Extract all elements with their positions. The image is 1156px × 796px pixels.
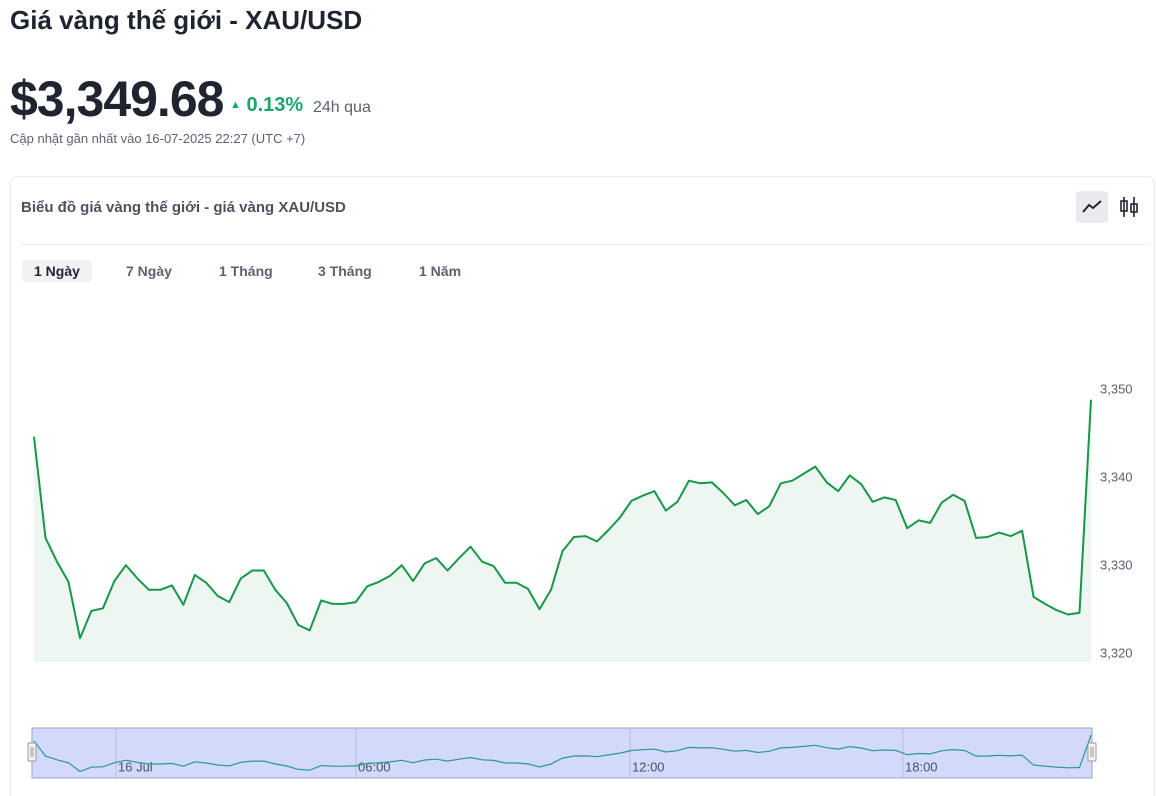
period: 24h qua	[313, 99, 371, 116]
line-mode-button[interactable]	[1076, 191, 1108, 223]
change: ▲ 0.13%	[230, 94, 304, 116]
range-tab[interactable]: 7 Ngày	[126, 263, 172, 279]
page-title: Giá vàng thế giới - XAU/USD	[10, 5, 363, 35]
divider	[20, 244, 1150, 245]
price: $3,349.68	[10, 71, 224, 127]
change-value: 0.13%	[246, 94, 304, 116]
card-title: Biểu đồ giá vàng thế giới - giá vàng XAU…	[21, 199, 346, 216]
updated: Cập nhật gần nhất vào 16-07-2025 22:27 (…	[10, 131, 306, 146]
card	[10, 176, 1155, 796]
range-tab[interactable]: 1 Tháng	[219, 263, 273, 279]
range-tab[interactable]: 1 Năm	[419, 263, 462, 279]
candle-mode-button[interactable]	[1114, 191, 1146, 223]
range-tab[interactable]: 1 Ngày	[22, 260, 92, 282]
range-tab[interactable]: 3 Tháng	[318, 263, 372, 279]
